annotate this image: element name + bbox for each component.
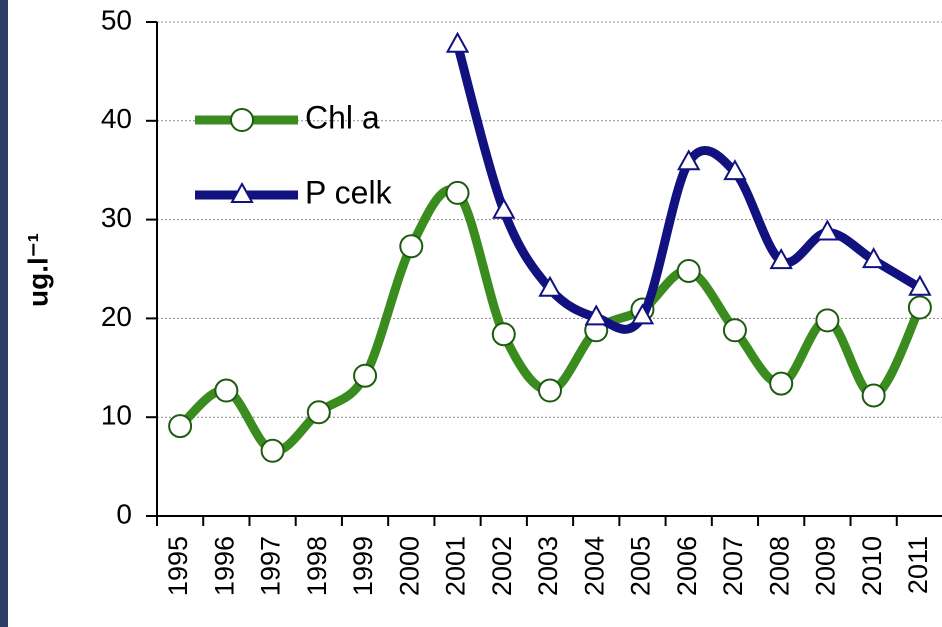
marker bbox=[492, 197, 516, 219]
y-tick-label: 30 bbox=[101, 202, 132, 233]
marker bbox=[214, 378, 239, 403]
marker bbox=[722, 318, 747, 343]
series-line bbox=[177, 185, 924, 456]
y-tick-label: 50 bbox=[101, 4, 132, 35]
x-tick-label: 1999 bbox=[348, 536, 378, 596]
x-tick-label: 1996 bbox=[209, 536, 239, 596]
x-tick-label: 2000 bbox=[394, 536, 424, 596]
marker bbox=[815, 219, 840, 241]
x-tick-label: 2009 bbox=[811, 536, 841, 596]
marker bbox=[353, 363, 378, 388]
marker bbox=[584, 304, 608, 326]
marker bbox=[677, 149, 701, 171]
x-tick-label: 2005 bbox=[626, 536, 656, 596]
x-tick-label: 2002 bbox=[487, 536, 517, 596]
marker bbox=[306, 400, 331, 425]
legend-marker bbox=[230, 108, 254, 132]
marker bbox=[769, 248, 793, 270]
x-tick-label: 2003 bbox=[533, 536, 563, 596]
marker bbox=[861, 247, 886, 269]
marker bbox=[815, 308, 840, 333]
x-tick-label: 2008 bbox=[764, 536, 794, 596]
marker bbox=[861, 383, 886, 408]
x-tick-label: 2010 bbox=[857, 536, 887, 596]
y-tick-label: 40 bbox=[101, 103, 132, 134]
x-tick-label: 1998 bbox=[302, 536, 332, 596]
marker bbox=[399, 234, 424, 259]
y-axis-label: ug.l⁻¹ bbox=[22, 233, 53, 307]
x-tick-label: 2011 bbox=[903, 536, 933, 594]
marker bbox=[676, 258, 701, 283]
legend-marker bbox=[230, 181, 254, 203]
marker bbox=[538, 275, 562, 297]
x-tick-label: 2007 bbox=[718, 536, 748, 596]
x-tick-label: 2004 bbox=[579, 536, 609, 596]
x-tick-label: 2001 bbox=[441, 536, 471, 596]
marker bbox=[723, 159, 747, 181]
x-tick-label: 2006 bbox=[672, 536, 702, 596]
legend-label: Chl a bbox=[305, 99, 380, 135]
marker bbox=[168, 414, 193, 439]
marker bbox=[907, 295, 932, 320]
marker bbox=[630, 303, 655, 325]
y-tick-label: 10 bbox=[101, 400, 132, 431]
marker bbox=[908, 274, 932, 296]
marker bbox=[538, 378, 562, 403]
x-tick-label: 1997 bbox=[256, 536, 286, 596]
x-tick-label: 1995 bbox=[163, 536, 193, 596]
marker bbox=[260, 438, 285, 463]
y-tick-label: 20 bbox=[101, 301, 132, 332]
marker bbox=[445, 180, 470, 205]
background-strip bbox=[0, 0, 8, 627]
marker bbox=[491, 322, 516, 347]
series-line bbox=[453, 43, 923, 334]
legend-label: P celk bbox=[305, 174, 393, 210]
marker bbox=[769, 371, 794, 396]
marker bbox=[445, 31, 470, 53]
y-tick-label: 0 bbox=[116, 498, 132, 529]
